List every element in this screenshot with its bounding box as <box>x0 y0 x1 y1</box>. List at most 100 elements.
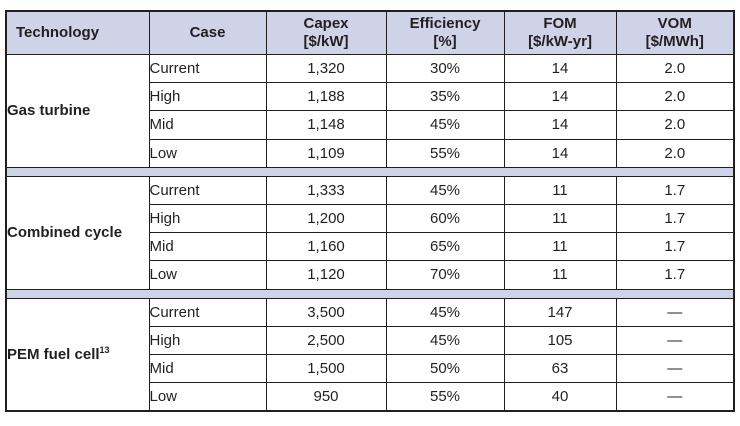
header-label: FOM <box>543 15 577 32</box>
fom-cell: 11 <box>503 175 617 205</box>
technology-parameters-table-container: Technology Case Capex [$/kW] Efficiency … <box>5 10 735 413</box>
vom-cell: — <box>615 382 735 412</box>
header-unit: [$/MWh] <box>645 33 704 50</box>
fom-cell: 147 <box>503 297 617 327</box>
capex-cell: 1,148 <box>265 110 387 140</box>
case-cell: Low <box>148 382 267 412</box>
table-row: High 1,200 60% 11 1.7 <box>6 203 735 234</box>
efficiency-cell: 35% <box>385 82 505 112</box>
header-unit: [$/kW-yr] <box>528 33 592 50</box>
vom-cell: 1.7 <box>615 260 735 290</box>
header-label: Technology <box>16 24 100 41</box>
efficiency-cell: 50% <box>385 353 505 384</box>
table-row: High 1,188 35% 14 2.0 <box>6 82 735 112</box>
footnote-superscript: 13 <box>99 344 110 355</box>
header-cell-case: Case <box>148 10 267 55</box>
header-unit: [%] <box>433 33 457 50</box>
technology-name: Gas turbine <box>7 102 91 120</box>
header-label: Case <box>189 24 226 41</box>
vom-cell: 2.0 <box>615 53 735 84</box>
header-cell-capex: Capex [$/kW] <box>265 10 387 55</box>
table-row: Mid 1,148 45% 14 2.0 <box>6 110 735 140</box>
table-row: PEM fuel cell13 Current 3,500 45% 147 — <box>5 297 735 412</box>
vom-cell: 1.7 <box>615 232 735 262</box>
vom-cell: — <box>615 353 735 384</box>
case-cell: Current <box>148 297 267 327</box>
vom-cell: — <box>615 325 735 355</box>
group-divider-band <box>5 288 735 299</box>
case-cell: Mid <box>148 232 267 262</box>
vom-cell: 1.7 <box>615 203 735 234</box>
group-gas-turbine: Gas turbine Current 1,320 30% 14 2.0 Hig… <box>5 53 735 168</box>
fom-cell: 63 <box>503 353 617 384</box>
case-cell: Low <box>148 260 267 290</box>
efficiency-cell: 55% <box>385 382 505 412</box>
case-cell: Current <box>148 53 267 84</box>
header-unit: [$/kW] <box>303 33 349 50</box>
table-row: Combined cycle Current 1,333 45% 11 1.7 <box>5 175 735 290</box>
case-cell: High <box>148 82 267 112</box>
case-cell: Mid <box>148 353 267 384</box>
capex-cell: 950 <box>265 382 387 412</box>
efficiency-cell: 60% <box>385 203 505 234</box>
divider-band <box>5 288 735 299</box>
vom-cell: 2.0 <box>615 138 735 168</box>
technology-parameters-table: Technology Case Capex [$/kW] Efficiency … <box>5 10 735 413</box>
header-label: Efficiency <box>409 15 481 32</box>
header-label: VOM <box>657 15 692 32</box>
table-row: Low 950 55% 40 — <box>6 382 735 412</box>
efficiency-cell: 45% <box>385 297 505 327</box>
capex-cell: 1,500 <box>265 353 387 384</box>
capex-cell: 1,200 <box>265 203 387 234</box>
capex-cell: 3,500 <box>265 297 387 327</box>
table-row: Mid 1,160 65% 11 1.7 <box>6 232 735 262</box>
capex-cell: 1,188 <box>265 82 387 112</box>
technology-name-cell: Gas turbine <box>5 54 150 168</box>
technology-name-cell: PEM fuel cell13 <box>5 297 150 412</box>
case-cell: Low <box>148 138 267 168</box>
capex-cell: 1,120 <box>265 260 387 290</box>
case-cell: High <box>148 325 267 355</box>
case-cell: Mid <box>148 110 267 140</box>
vom-cell: 2.0 <box>615 82 735 112</box>
table-row: Gas turbine Current 1,320 30% 14 2.0 <box>5 53 735 168</box>
fom-cell: 11 <box>503 232 617 262</box>
capex-cell: 1,320 <box>265 53 387 84</box>
fom-cell: 14 <box>503 110 617 140</box>
header-cell-vom: VOM [$/MWh] <box>615 10 735 55</box>
efficiency-cell: 45% <box>385 325 505 355</box>
fom-cell: 14 <box>503 53 617 84</box>
header-cell-fom: FOM [$/kW-yr] <box>503 10 617 55</box>
efficiency-cell: 30% <box>385 53 505 84</box>
fom-cell: 14 <box>503 138 617 168</box>
efficiency-cell: 45% <box>385 175 505 205</box>
vom-cell: 2.0 <box>615 110 735 140</box>
divider-row <box>5 166 735 177</box>
fom-cell: 14 <box>503 82 617 112</box>
capex-cell: 1,109 <box>265 138 387 168</box>
vom-cell: — <box>615 297 735 327</box>
divider-band <box>5 166 735 177</box>
fom-cell: 105 <box>503 325 617 355</box>
efficiency-cell: 65% <box>385 232 505 262</box>
group-pem-fuel-cell: PEM fuel cell13 Current 3,500 45% 147 — … <box>5 297 735 412</box>
group-divider-band <box>5 166 735 177</box>
table-row: Low 1,109 55% 14 2.0 <box>6 138 735 168</box>
header-label: Capex <box>303 15 349 32</box>
table-row: Low 1,120 70% 11 1.7 <box>6 260 735 290</box>
case-cell: Current <box>148 175 267 205</box>
fom-cell: 11 <box>503 203 617 234</box>
case-cell: High <box>148 203 267 234</box>
header-cell-technology: Technology <box>5 10 150 55</box>
capex-cell: 1,333 <box>265 175 387 205</box>
capex-cell: 1,160 <box>265 232 387 262</box>
divider-row <box>5 288 735 299</box>
fom-cell: 40 <box>503 382 617 412</box>
technology-name: Combined cycle <box>7 224 123 242</box>
table-row: Mid 1,500 50% 63 — <box>6 353 735 384</box>
efficiency-cell: 55% <box>385 138 505 168</box>
header-row: Technology Case Capex [$/kW] Efficiency … <box>5 10 735 55</box>
group-combined-cycle: Combined cycle Current 1,333 45% 11 1.7 … <box>5 175 735 290</box>
capex-cell: 2,500 <box>265 325 387 355</box>
vom-cell: 1.7 <box>615 175 735 205</box>
